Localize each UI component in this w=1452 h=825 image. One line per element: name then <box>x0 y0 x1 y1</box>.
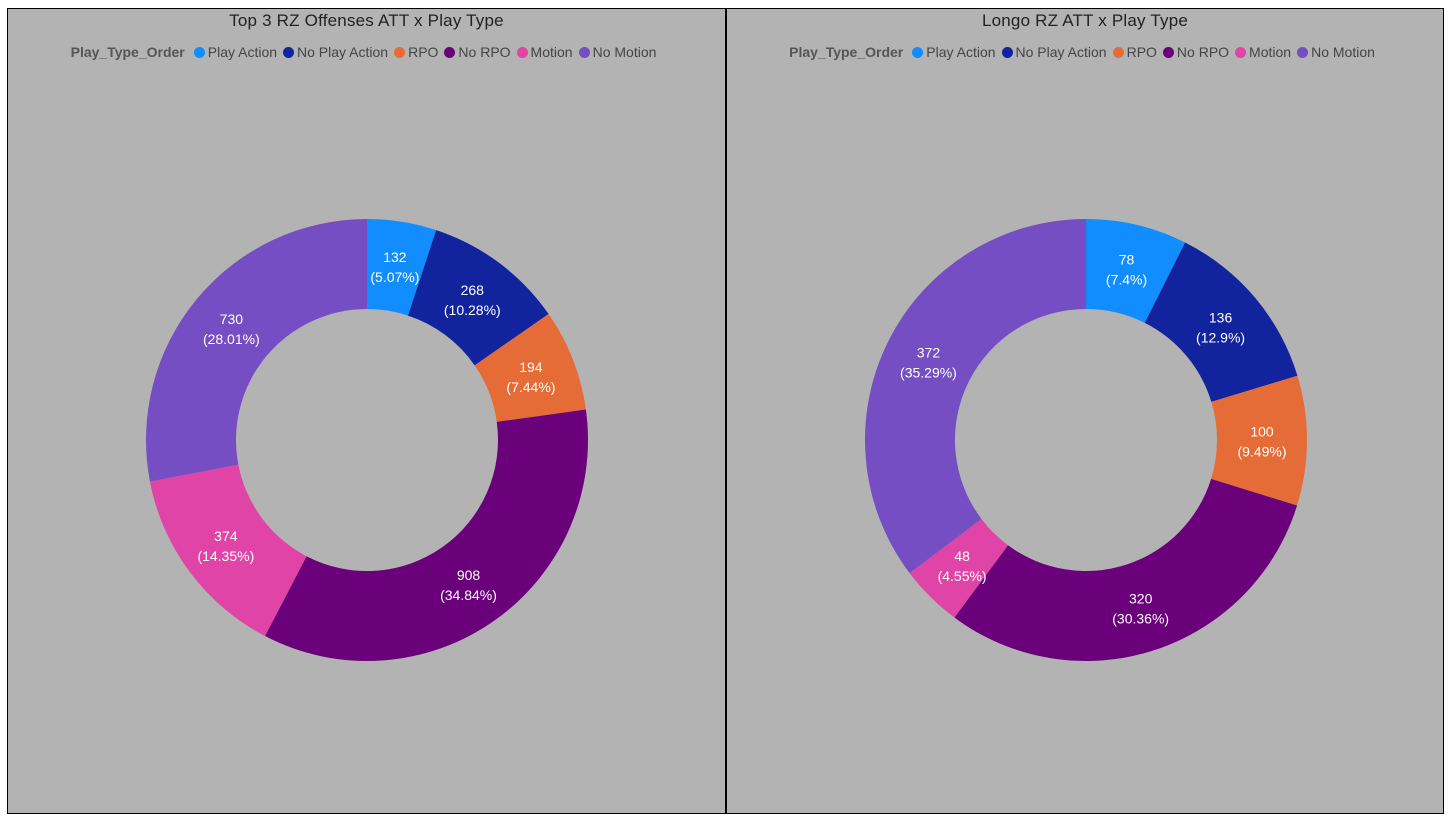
slice-no-rpo[interactable] <box>264 409 589 661</box>
slice-value-label: 132 <box>383 249 407 265</box>
legend-label: No Play Action <box>1015 44 1107 60</box>
chart-title: Top 3 RZ Offenses ATT x Play Type <box>229 11 504 30</box>
legend-swatch <box>1001 46 1013 58</box>
slice-value-label: 908 <box>457 567 481 583</box>
slice-rpo[interactable] <box>1211 375 1307 506</box>
slice-percent-label: (7.44%) <box>506 379 555 395</box>
legend-title: Play_Type_Order <box>789 44 904 60</box>
legend-item-motion[interactable]: Motion <box>516 44 573 60</box>
legend-item-no-play-action[interactable]: No Play Action <box>283 44 388 60</box>
slice-no-play-action[interactable] <box>1144 242 1298 402</box>
slice-rpo[interactable] <box>474 314 586 422</box>
legend-item-no-play-action[interactable]: No Play Action <box>1001 44 1107 60</box>
legend-label: Motion <box>1249 44 1292 60</box>
legend-label: Play Action <box>926 44 996 60</box>
slice-no-motion[interactable] <box>146 219 367 482</box>
legend-swatch <box>193 46 205 58</box>
slice-no-rpo[interactable] <box>954 478 1298 661</box>
legend-swatch <box>578 46 590 58</box>
legend-swatch <box>1162 46 1174 58</box>
chart-panel-longo: Longo RZ ATT x Play Type Play_Type_Order… <box>725 8 1444 814</box>
slice-value-label: 78 <box>1119 252 1135 268</box>
slice-value-label: 48 <box>954 548 970 564</box>
slice-percent-label: (34.84%) <box>440 587 497 603</box>
legend-label: No RPO <box>458 44 511 60</box>
chart-panel-top3: Top 3 RZ Offenses ATT x Play Type Play_T… <box>7 8 726 814</box>
slice-value-label: 730 <box>220 311 244 327</box>
slice-value-label: 372 <box>917 345 941 361</box>
slice-percent-label: (5.07%) <box>370 269 419 285</box>
legend: Play_Type_Order Play Action No Play Acti… <box>8 44 725 60</box>
legend-swatch <box>1112 46 1124 58</box>
legend-item-no-motion[interactable]: No Motion <box>1297 44 1375 60</box>
legend-item-rpo[interactable]: RPO <box>1112 44 1157 60</box>
slice-percent-label: (14.35%) <box>197 548 254 564</box>
donut-chart: 132 (5.07%) 268 (10.28%) 194 (7.44%) 908 (34.84… <box>146 219 589 661</box>
slice-percent-label: (35.29%) <box>900 365 957 381</box>
legend-label: Play Action <box>207 44 278 60</box>
slice-percent-label: (28.01%) <box>203 331 260 347</box>
legend-item-no-rpo[interactable]: No RPO <box>1162 44 1230 60</box>
slice-percent-label: (10.28%) <box>444 302 501 318</box>
slice-value-label: 194 <box>519 359 543 375</box>
legend-item-play-action[interactable]: Play Action <box>912 44 996 60</box>
slice-percent-label: (30.36%) <box>1112 610 1169 626</box>
legend-swatch <box>444 46 456 58</box>
slice-no-play-action[interactable] <box>407 230 549 366</box>
slice-percent-label: (7.4%) <box>1106 272 1147 288</box>
legend-swatch <box>516 46 528 58</box>
slice-play-action[interactable] <box>367 219 437 316</box>
slice-motion[interactable] <box>909 518 1008 618</box>
slice-percent-label: (4.55%) <box>938 568 987 584</box>
slice-value-label: 374 <box>214 528 238 544</box>
legend-swatch <box>394 46 406 58</box>
legend-swatch <box>1235 46 1247 58</box>
legend: Play_Type_Order Play Action No Play Acti… <box>727 44 1443 60</box>
legend-label: No RPO <box>1176 44 1230 60</box>
legend-item-rpo[interactable]: RPO <box>394 44 438 60</box>
legend-label: No Motion <box>592 44 657 60</box>
legend-swatch <box>1297 46 1309 58</box>
chart-title: Longo RZ ATT x Play Type <box>981 11 1189 30</box>
slice-value-label: 100 <box>1250 424 1274 440</box>
slice-motion[interactable] <box>149 464 307 637</box>
slice-value-label: 268 <box>461 282 485 298</box>
slice-percent-label: (9.49%) <box>1237 444 1286 460</box>
slice-value-label: 320 <box>1129 590 1153 606</box>
slice-value-label: 136 <box>1209 310 1233 326</box>
legend-label: No Play Action <box>297 44 389 60</box>
slice-percent-label: (12.9%) <box>1196 330 1245 346</box>
legend-label: RPO <box>1126 44 1157 60</box>
legend-label: RPO <box>408 44 439 60</box>
donut-chart: 78 (7.4%) 136 (12.9%) 100 (9.49%) 320 (30.36%) 4… <box>865 219 1307 661</box>
legend-swatch <box>912 46 924 58</box>
slice-no-motion[interactable] <box>865 219 1086 574</box>
legend-label: Motion <box>530 44 573 60</box>
legend-label: No Motion <box>1311 44 1375 60</box>
legend-item-no-rpo[interactable]: No RPO <box>444 44 511 60</box>
legend-item-motion[interactable]: Motion <box>1235 44 1291 60</box>
legend-swatch <box>283 46 295 58</box>
legend-item-no-motion[interactable]: No Motion <box>578 44 657 60</box>
legend-item-play-action[interactable]: Play Action <box>193 44 278 60</box>
slice-play-action[interactable] <box>1086 219 1186 323</box>
legend-title: Play_Type_Order <box>70 44 185 60</box>
